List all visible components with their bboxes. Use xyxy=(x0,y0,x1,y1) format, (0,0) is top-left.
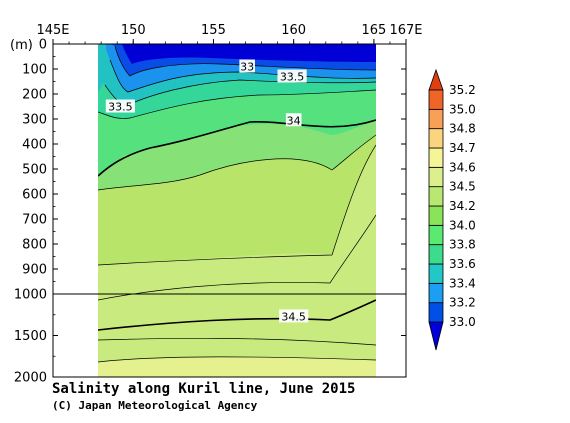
x-tick-label: 167E xyxy=(389,23,422,38)
contour-label: 34.5 xyxy=(281,310,306,323)
colorbar-label: 33.0 xyxy=(449,315,476,329)
contour-label-bg xyxy=(239,59,255,73)
contour-label-bg xyxy=(279,309,309,323)
colorbar-label: 33.6 xyxy=(449,257,476,271)
colorbar-bottom-arrow xyxy=(428,321,444,351)
x-tick-label: 165 xyxy=(361,23,386,38)
colorbar: 33.0 33.2 33.4 33.6 33.8 34.0 34.2 34.5 34.6 34.7… xyxy=(428,68,476,351)
y-tick-label: 400 xyxy=(22,138,47,153)
contour-label-bg xyxy=(285,113,302,127)
y-tick-label: 0 xyxy=(39,38,47,53)
contour-field xyxy=(98,44,376,377)
colorbar-box xyxy=(428,282,444,304)
colorbar-box xyxy=(428,244,444,265)
colorbar-box xyxy=(428,89,444,110)
y-tick-label: 800 xyxy=(22,238,47,253)
y-axis-ticks: 0 100 200 300 400 500 600 700 800 900 1000 1500 2000 xyxy=(14,38,406,386)
y-tick-label: 200 xyxy=(22,88,47,103)
y-tick-label: 100 xyxy=(22,63,47,78)
colorbar-label: 33.4 xyxy=(449,276,476,290)
contour-label: 33.5 xyxy=(108,101,133,114)
colorbar-box xyxy=(428,186,444,207)
y-tick-label: 700 xyxy=(22,213,47,228)
contour-label-bg xyxy=(105,99,135,113)
colorbar-box xyxy=(428,263,444,284)
colorbar-label: 33.8 xyxy=(449,238,476,252)
y-tick-label: 500 xyxy=(22,163,47,178)
y-tick-label: 1500 xyxy=(14,329,47,344)
credit-line: (C) Japan Meteorological Agency xyxy=(52,399,258,412)
colorbar-box xyxy=(428,166,444,188)
colorbar-label: 35.0 xyxy=(449,102,476,116)
y-tick-label: 600 xyxy=(22,188,47,203)
y-tick-label: 1000 xyxy=(14,288,47,303)
colorbar-label: 34.2 xyxy=(449,199,476,213)
colorbar-box xyxy=(428,147,444,168)
x-tick-label: 160 xyxy=(281,23,306,38)
y-tick-label: 2000 xyxy=(14,371,47,386)
contour-label-bg xyxy=(277,69,307,83)
colorbar-box xyxy=(428,302,444,323)
colorbar-box xyxy=(428,205,444,226)
chart-title: Salinity along Kuril line, June 2015 xyxy=(52,381,355,397)
colorbar-label: 34.7 xyxy=(449,141,476,155)
colorbar-label: 33.2 xyxy=(449,296,476,310)
colorbar-box xyxy=(428,108,444,130)
contour-label: 34 xyxy=(287,114,301,127)
colorbar-label: 34.8 xyxy=(449,122,476,136)
colorbar-box xyxy=(428,128,444,149)
contour-labels: 33 33.5 33.5 34 34.5 xyxy=(105,59,309,323)
colorbar-box xyxy=(428,224,444,246)
colorbar-label: 35.2 xyxy=(449,83,476,97)
colorbar-label: 34.6 xyxy=(449,160,476,174)
colorbar-top-arrow xyxy=(428,68,444,91)
y-tick-label: 900 xyxy=(22,263,47,278)
x-tick-label: 155 xyxy=(201,23,226,38)
x-tick-label: 145E xyxy=(36,23,69,38)
contour-label: 33.5 xyxy=(280,71,305,84)
x-tick-label: 150 xyxy=(121,23,146,38)
x-axis-ticks: 145E 150 155 160 165 167E xyxy=(36,23,423,44)
y-axis-unit: (m) xyxy=(10,38,33,53)
contour-label: 33 xyxy=(240,61,254,74)
y-tick-label: 300 xyxy=(22,113,47,128)
colorbar-label: 34.0 xyxy=(449,218,476,232)
colorbar-label: 34.5 xyxy=(449,180,476,194)
